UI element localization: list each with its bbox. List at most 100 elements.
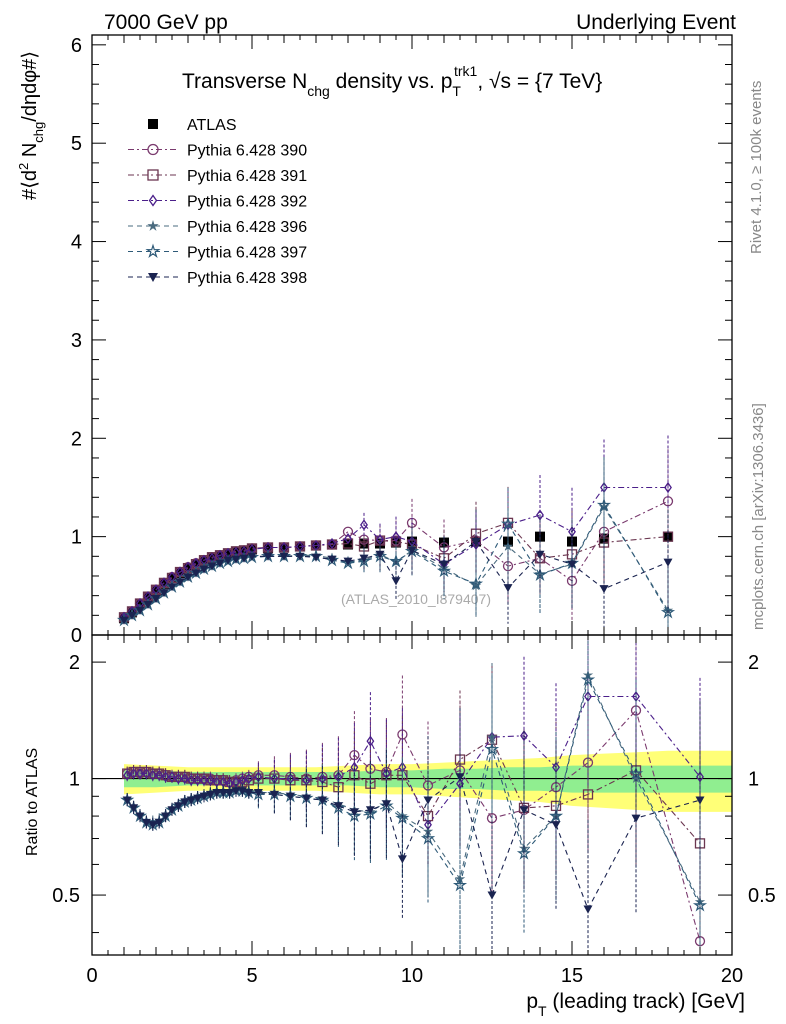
ratio-point — [141, 818, 151, 828]
legend-label: Pythia 6.428 391 — [187, 168, 307, 185]
analysis-watermark: (ATLAS_2010_I879407) — [341, 591, 491, 607]
data-point — [223, 556, 233, 565]
series-line — [123, 486, 668, 618]
data-point — [191, 559, 201, 570]
data-point — [311, 553, 321, 562]
ratio-point — [180, 798, 190, 807]
ratio-point — [199, 792, 209, 801]
data-point — [471, 537, 481, 547]
ratio-point — [161, 812, 171, 821]
y-tick-label: 5 — [71, 133, 82, 155]
data-point — [191, 569, 201, 578]
ratio-point — [580, 672, 596, 686]
ratio-point — [366, 735, 375, 747]
rivet-label: Rivet 4.1.0, ≥ 100k events — [748, 81, 765, 254]
ratio-point — [136, 767, 144, 780]
ratio-y-tick-label-left: 0.5 — [52, 885, 80, 907]
data-point — [159, 589, 169, 598]
series-line — [123, 540, 669, 621]
ratio-point — [161, 771, 170, 783]
ratio-series-layer — [120, 635, 708, 955]
ratio-point — [519, 806, 529, 815]
ratio-point — [231, 787, 241, 796]
ratio-point — [148, 821, 158, 830]
data-point — [119, 616, 129, 625]
data-point — [247, 544, 257, 555]
ratio-point — [180, 772, 189, 785]
legend-label: Pythia 6.428 398 — [187, 270, 307, 287]
data-point — [215, 559, 225, 568]
data-point — [660, 604, 676, 619]
data-point — [344, 532, 352, 545]
data-point — [183, 563, 193, 574]
data-point — [391, 577, 401, 586]
data-point — [143, 600, 153, 610]
data-point — [239, 554, 249, 563]
ratio-point — [420, 830, 436, 845]
data-point — [534, 568, 546, 579]
legend-label: Pythia 6.428 397 — [187, 245, 307, 262]
data-point — [468, 576, 484, 590]
ratio-point — [269, 790, 279, 799]
ratio-point — [135, 812, 145, 821]
legend: ATLAS Pythia 6.428 390 Pythia 6.428 391 Pyt… — [128, 117, 307, 287]
ratio-point — [167, 806, 177, 815]
ratio-series-0 — [122, 635, 706, 955]
ratio-point — [583, 905, 593, 914]
y-tick-label: 6 — [71, 35, 82, 57]
data-point — [175, 578, 185, 587]
ratio-point — [317, 796, 327, 805]
ratio-point — [225, 788, 235, 798]
data-point — [392, 531, 400, 543]
data-point — [664, 481, 672, 494]
data-point — [223, 548, 233, 559]
data-point — [359, 554, 369, 563]
data-point — [127, 611, 137, 620]
ratio-point — [582, 789, 594, 800]
data-point — [247, 552, 257, 561]
data-point — [535, 550, 545, 559]
ratio-point — [206, 774, 215, 786]
data-point — [407, 546, 417, 555]
ratio-y-tick-label-left: 2 — [69, 652, 80, 674]
ratio-point — [630, 773, 642, 783]
data-point — [342, 526, 354, 537]
main-series-layer — [116, 435, 676, 635]
ratio-point — [123, 769, 132, 781]
ratio-point — [516, 846, 532, 860]
ratio-point — [333, 802, 343, 811]
ratio-point — [244, 772, 253, 785]
data-point — [263, 552, 273, 561]
ratio-point — [186, 796, 196, 805]
ratio-point — [551, 821, 561, 830]
y-tick-label: 4 — [71, 232, 82, 254]
legend-entry: Pythia 6.428 398 — [128, 270, 307, 287]
ratio-ylabel: Ratio to ATLAS — [24, 748, 41, 856]
ratio-point — [129, 804, 139, 813]
ratio-point — [174, 772, 183, 785]
data-point — [167, 572, 177, 583]
y-tick-label: 1 — [71, 527, 82, 549]
data-point — [596, 497, 612, 512]
data-point — [503, 584, 513, 593]
data-point — [159, 578, 169, 589]
data-point — [263, 543, 273, 554]
header-right: Underlying Event — [576, 11, 736, 34]
mcplots-label: mcplots.cern.ch [arXiv:1306.3436] — [750, 403, 767, 630]
data-point — [199, 565, 209, 574]
ratio-point — [193, 794, 203, 803]
data-point — [151, 585, 161, 596]
legend-entry: Pythia 6.428 392 — [128, 194, 307, 211]
ratio-y-tick-label-right: 1 — [748, 769, 759, 791]
data-point — [500, 516, 516, 530]
main-series-6 — [119, 509, 673, 635]
ratio-point — [520, 730, 528, 742]
data-point — [327, 555, 337, 564]
ratio-point — [452, 877, 468, 892]
data-point — [279, 552, 289, 561]
ratio-point — [365, 806, 375, 815]
legend-label: Pythia 6.428 390 — [187, 143, 307, 160]
y-tick-label: 2 — [71, 428, 82, 450]
x-tick-label: 20 — [721, 965, 743, 987]
ratio-point — [692, 898, 708, 912]
